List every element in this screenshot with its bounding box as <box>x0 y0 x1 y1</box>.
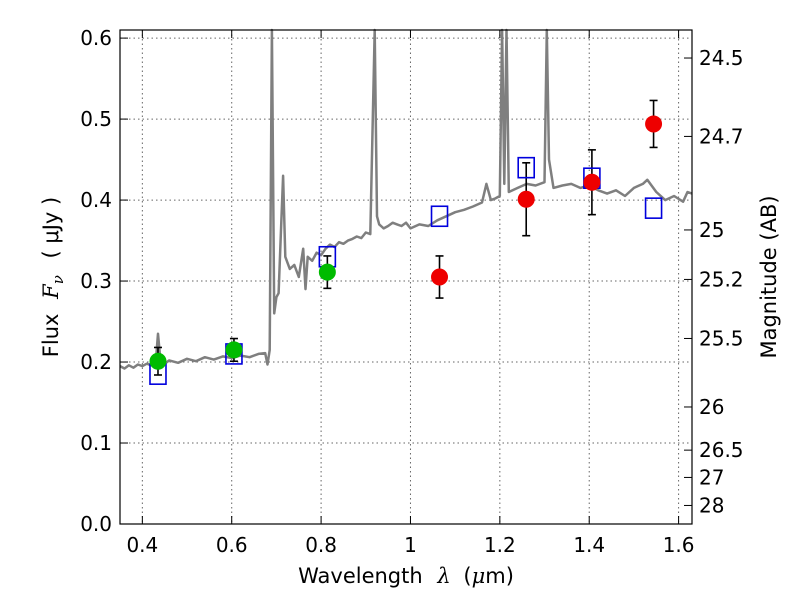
x-tick-label: 1 <box>404 533 417 557</box>
model-square-marker <box>517 156 536 179</box>
y2-tick-label: 26 <box>699 395 724 419</box>
x-tick-label: 1.2 <box>484 533 516 557</box>
x-axis-label-text: Wavelength <box>298 564 423 588</box>
model-square-marker <box>644 197 663 219</box>
error-bars <box>153 99 658 376</box>
y-tick-label: 0.0 <box>80 512 112 536</box>
x-tick-label: 1.4 <box>573 533 605 557</box>
x-axis-label-symbol: λ <box>436 564 450 588</box>
y2-tick-label: 27 <box>699 465 724 489</box>
y2-tick-label: 25.5 <box>699 326 744 350</box>
y-tick-label: 0.6 <box>80 26 112 50</box>
y-axis-label-text: Flux <box>39 314 63 358</box>
y-tick-label: 0.3 <box>80 269 112 293</box>
plot-frame <box>119 29 693 525</box>
y2-axis-label: Magnitude (AB) <box>757 195 781 358</box>
red-data-point <box>431 268 449 286</box>
red-data-point <box>645 115 663 133</box>
x-tick-label: 0.8 <box>305 533 337 557</box>
y2-tick-label: 24.7 <box>699 124 744 148</box>
x-tick-label: 0.6 <box>216 533 248 557</box>
x-axis-label-unit-mu: μ <box>472 564 486 588</box>
y-tick-label: 0.2 <box>80 350 112 374</box>
y2-tick-label: 26.5 <box>699 438 744 462</box>
y2-tick-label: 25 <box>699 218 724 242</box>
y2-tick-label: 28 <box>699 493 724 517</box>
red-data-point <box>517 190 535 208</box>
red-data-point <box>583 173 601 191</box>
green-data-point <box>225 341 243 359</box>
y-axis-label: Flux Fν ( μJy ) <box>39 197 68 357</box>
y-axis-label-symbol: F <box>39 283 63 300</box>
x-axis-label-unit-rest: m) <box>485 564 514 588</box>
y-axis-label-unit: ( μJy ) <box>39 197 63 259</box>
y2-tick-label: 24.5 <box>699 46 744 70</box>
model-square-marker <box>430 205 449 228</box>
x-tick-label: 1.6 <box>663 533 695 557</box>
x-axis-label-unit-open: ( <box>463 564 471 588</box>
y-tick-label: 0.4 <box>80 188 112 212</box>
green-data-point <box>149 352 167 370</box>
x-axis-label: Wavelength λ (μm) <box>298 564 514 588</box>
grid-lines <box>120 30 692 525</box>
data-points <box>149 115 663 370</box>
y2-tick-label: 25.2 <box>699 267 744 291</box>
y-tick-label: 0.5 <box>80 107 112 131</box>
axis-ticks: 0.4 0.6 0.8 1 1.2 1.4 1.6 0.0 0.1 0.2 0.3 0.4 0.5 0.6… <box>80 26 743 557</box>
y-tick-label: 0.1 <box>80 431 112 455</box>
y-axis-label-sub: ν <box>49 275 67 284</box>
x-tick-label: 0.4 <box>126 533 158 557</box>
green-data-point <box>318 263 336 281</box>
spectrum-layer <box>119 28 693 370</box>
spectrum-line <box>119 28 693 370</box>
